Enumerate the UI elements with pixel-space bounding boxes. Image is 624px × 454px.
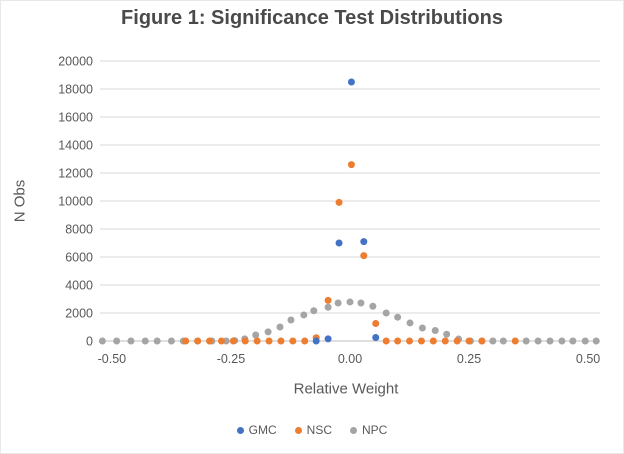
- chart-title: Figure 1: Significance Test Distribution…: [121, 7, 503, 29]
- data-point: [346, 298, 354, 306]
- x-tick-label: 0.25: [457, 352, 481, 366]
- y-tick-label: 20000: [58, 54, 93, 68]
- data-point: [431, 327, 439, 334]
- data-point: [417, 337, 425, 345]
- y-tick-label: 0: [86, 334, 93, 348]
- x-axis-title: Relative Weight: [293, 380, 399, 398]
- data-point: [558, 337, 566, 345]
- series-gmc: [312, 78, 380, 345]
- data-point: [360, 238, 368, 246]
- data-point: [289, 337, 297, 345]
- data-point: [569, 337, 577, 345]
- data-point: [453, 337, 461, 345]
- data-point: [592, 337, 600, 345]
- data-point: [194, 337, 202, 345]
- legend-item-nsc: NSC: [294, 423, 332, 437]
- data-point: [347, 161, 355, 169]
- data-point: [277, 337, 285, 345]
- data-point: [153, 337, 161, 345]
- data-point: [443, 330, 451, 338]
- legend-label: NSC: [306, 423, 332, 437]
- legend-item-gmc: GMC: [236, 423, 277, 437]
- y-tick-label: 18000: [58, 82, 93, 96]
- data-point: [534, 337, 542, 345]
- data-point: [394, 337, 402, 345]
- data-point: [206, 337, 214, 345]
- data-point: [372, 334, 380, 341]
- data-point: [141, 337, 149, 345]
- data-point: [265, 337, 273, 345]
- data-point: [369, 302, 377, 310]
- y-tick-label: 16000: [58, 110, 93, 124]
- y-tick-label: 8000: [65, 222, 93, 236]
- y-tick-label: 12000: [58, 166, 93, 180]
- legend-item-npc: NPC: [350, 423, 387, 437]
- data-point: [113, 337, 121, 345]
- legend-label: NPC: [362, 423, 388, 437]
- series-npc: [98, 298, 600, 345]
- y-tick-label: 2000: [65, 306, 93, 320]
- data-point: [335, 239, 343, 247]
- data-point: [167, 337, 175, 345]
- data-point: [301, 337, 309, 345]
- data-point: [546, 337, 554, 345]
- data-point: [478, 337, 486, 345]
- data-point: [324, 296, 332, 304]
- data-point: [347, 78, 355, 86]
- data-point: [357, 299, 365, 307]
- data-point: [441, 337, 449, 345]
- data-point: [217, 337, 225, 345]
- x-tick-label: -0.50: [98, 352, 127, 366]
- y-axis-title: N Obs: [11, 179, 29, 223]
- legend-marker-nsc: [294, 426, 302, 434]
- data-point: [465, 337, 473, 345]
- data-point: [324, 335, 332, 343]
- data-point: [372, 320, 380, 327]
- data-point: [229, 337, 237, 345]
- data-point: [334, 299, 342, 307]
- data-point: [499, 337, 507, 345]
- data-point: [429, 337, 437, 345]
- data-point: [264, 328, 272, 336]
- data-point: [253, 337, 261, 345]
- data-point: [394, 313, 402, 321]
- data-point: [241, 337, 249, 345]
- data-point: [276, 323, 284, 331]
- x-tick-label: 0.00: [338, 352, 362, 366]
- data-point: [511, 337, 519, 345]
- data-point: [418, 324, 426, 332]
- data-point: [287, 316, 295, 324]
- data-point: [360, 252, 368, 260]
- data-point: [182, 337, 190, 345]
- data-point: [522, 337, 530, 345]
- data-point: [312, 337, 320, 345]
- data-point: [324, 303, 332, 311]
- x-tick-label: -0.25: [217, 352, 246, 366]
- data-point: [127, 337, 135, 345]
- data-point: [98, 337, 106, 345]
- legend: GMC NSC NPC: [1, 423, 623, 437]
- x-tick-label: 0.50: [576, 352, 600, 366]
- data-point: [252, 331, 260, 339]
- data-point: [406, 337, 414, 345]
- data-point: [382, 337, 390, 345]
- series-nsc: [182, 161, 519, 345]
- y-tick-label: 4000: [65, 278, 93, 292]
- data-point: [310, 307, 318, 315]
- data-point: [406, 319, 414, 327]
- y-tick-label: 14000: [58, 138, 93, 152]
- legend-label: GMC: [248, 423, 277, 437]
- data-point: [335, 198, 343, 206]
- y-tick-label: 6000: [65, 250, 93, 264]
- data-point: [300, 311, 308, 319]
- data-point: [489, 337, 497, 345]
- y-tick-label: 10000: [58, 194, 93, 208]
- legend-marker-npc: [350, 426, 357, 434]
- legend-marker-gmc: [236, 426, 244, 434]
- data-point: [382, 309, 390, 317]
- data-point: [581, 337, 589, 345]
